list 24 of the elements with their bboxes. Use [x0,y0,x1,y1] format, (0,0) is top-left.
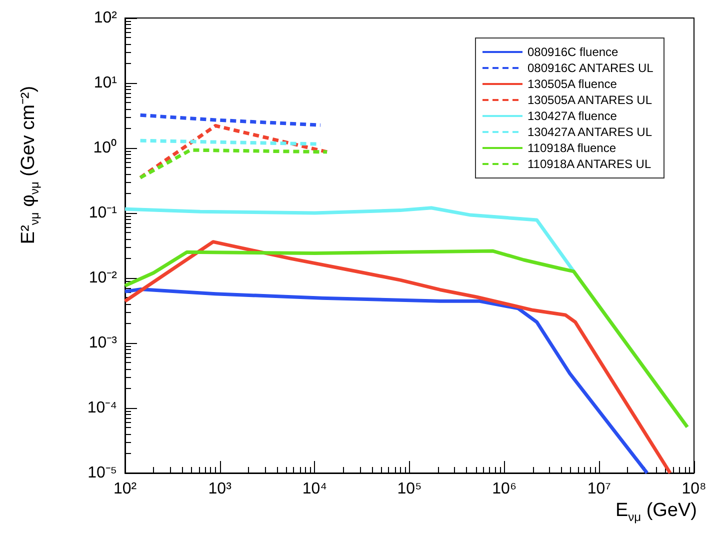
y-tick-label: 10⁰ [93,138,117,156]
legend-label: 080916C fluence [527,45,619,59]
legend-label: 130505A ANTARES UL [527,93,652,107]
y-tick-label: 10¹ [94,74,117,92]
x-tick-label: 10⁷ [587,480,612,498]
y-tick-label: 10⁻² [88,270,118,286]
x-tick-label: 10⁶ [492,480,517,498]
legend-label: 130427A ANTARES UL [527,125,652,139]
y-tick-label: 10⁻⁴ [87,400,118,416]
legend-label: 110918A fluence [527,141,616,155]
legend-label: 130427A fluence [527,109,618,123]
x-tick-label: 10⁵ [397,480,422,498]
legend-label: 080916C ANTARES UL [527,61,654,75]
legend-label: 130505A fluence [527,77,618,91]
x-tick-label: 10³ [208,480,232,498]
x-tick-label: 10² [113,480,138,498]
y-tick-label: 10⁻³ [88,334,118,352]
y-tick-label: 10⁻¹ [88,204,117,222]
x-tick-label: 10⁸ [682,480,706,498]
x-axis-title: E$_{νμ}$ (GeV) [615,500,697,524]
x-tick-label: 10⁴ [302,480,328,498]
y-tick-label: 10² [94,10,118,26]
y-tick-label: 10⁻⁵ [88,464,117,482]
legend-label: 110918A ANTARES UL [527,157,652,171]
